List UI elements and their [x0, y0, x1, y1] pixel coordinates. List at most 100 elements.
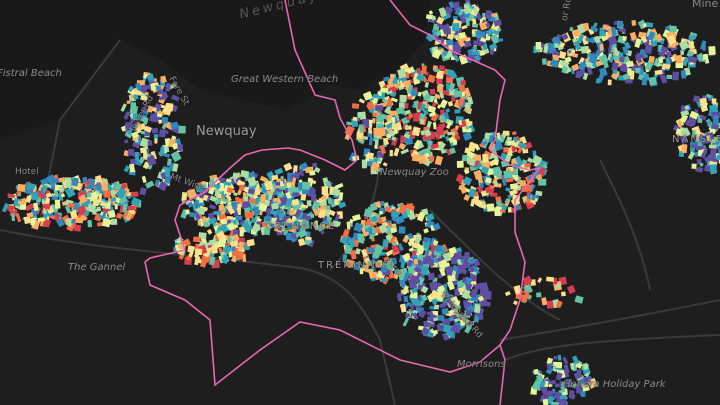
building: [153, 133, 159, 139]
building: [429, 88, 436, 95]
building: [356, 130, 364, 140]
building: [420, 326, 430, 336]
building: [405, 66, 416, 75]
building: [672, 71, 679, 81]
building: [396, 294, 403, 302]
building: [400, 261, 406, 269]
building: [7, 205, 15, 212]
building: [283, 162, 293, 172]
building: [423, 128, 432, 138]
building: [365, 218, 373, 226]
building: [699, 114, 707, 121]
building: [161, 121, 168, 130]
building: [684, 105, 690, 111]
label-fistral-beach: Fistral Beach: [0, 68, 62, 79]
building: [595, 51, 605, 61]
building: [455, 173, 465, 183]
building: [598, 54, 609, 65]
building: [399, 94, 407, 103]
building: [666, 34, 677, 46]
building: [680, 50, 685, 55]
building: [209, 178, 215, 188]
building: [229, 239, 239, 248]
building: [232, 250, 240, 257]
building: [423, 320, 428, 328]
building: [16, 191, 21, 195]
building: [130, 102, 136, 108]
building: [389, 236, 396, 245]
building: [714, 140, 720, 146]
building: [619, 64, 625, 70]
building: [554, 383, 560, 388]
building: [344, 125, 355, 137]
building: [489, 192, 498, 197]
building: [590, 25, 599, 33]
building: [537, 277, 543, 283]
building: [411, 126, 421, 137]
building: [660, 46, 669, 53]
building: [291, 198, 300, 207]
building: [145, 180, 155, 189]
building: [624, 41, 632, 50]
building: [412, 312, 419, 321]
building: [171, 104, 178, 112]
building: [430, 244, 436, 252]
building: [602, 24, 611, 31]
building: [239, 184, 245, 191]
building: [171, 142, 179, 150]
building: [471, 23, 478, 28]
label-morrisons: Morrisons: [457, 359, 506, 370]
building: [138, 156, 146, 164]
building: [706, 158, 712, 165]
building: [574, 295, 584, 304]
building: [399, 204, 406, 214]
building: [226, 237, 233, 244]
building: [442, 298, 448, 305]
building: [163, 173, 173, 185]
building: [86, 203, 97, 214]
building: [127, 85, 134, 93]
building: [368, 136, 373, 146]
building: [127, 148, 135, 156]
building: [455, 312, 464, 320]
building: [259, 194, 266, 204]
building: [444, 266, 454, 274]
building: [170, 150, 182, 163]
building: [456, 305, 462, 310]
building: [311, 193, 317, 202]
building: [474, 199, 484, 208]
building: [281, 215, 289, 223]
building: [375, 105, 384, 111]
building: [321, 186, 329, 195]
building: [213, 183, 221, 190]
building: [693, 95, 700, 103]
building: [479, 143, 485, 148]
building: [498, 38, 504, 42]
building: [430, 143, 440, 150]
building: [322, 219, 329, 225]
building: [486, 203, 495, 212]
building: [408, 247, 414, 252]
building: [363, 208, 373, 218]
building: [238, 241, 244, 250]
building: [502, 181, 507, 186]
building: [432, 16, 436, 21]
building: [387, 75, 395, 85]
building: [479, 290, 488, 297]
building: [427, 105, 437, 114]
building: [436, 78, 443, 85]
building: [688, 34, 697, 42]
building: [269, 209, 278, 216]
building: [379, 144, 387, 155]
building: [31, 192, 39, 201]
building: [474, 283, 480, 290]
building: [67, 202, 75, 209]
building: [17, 200, 26, 206]
building: [58, 185, 65, 193]
building: [436, 324, 442, 332]
building: [547, 42, 552, 52]
building: [87, 220, 93, 228]
building: [706, 120, 712, 126]
building: [192, 203, 197, 212]
